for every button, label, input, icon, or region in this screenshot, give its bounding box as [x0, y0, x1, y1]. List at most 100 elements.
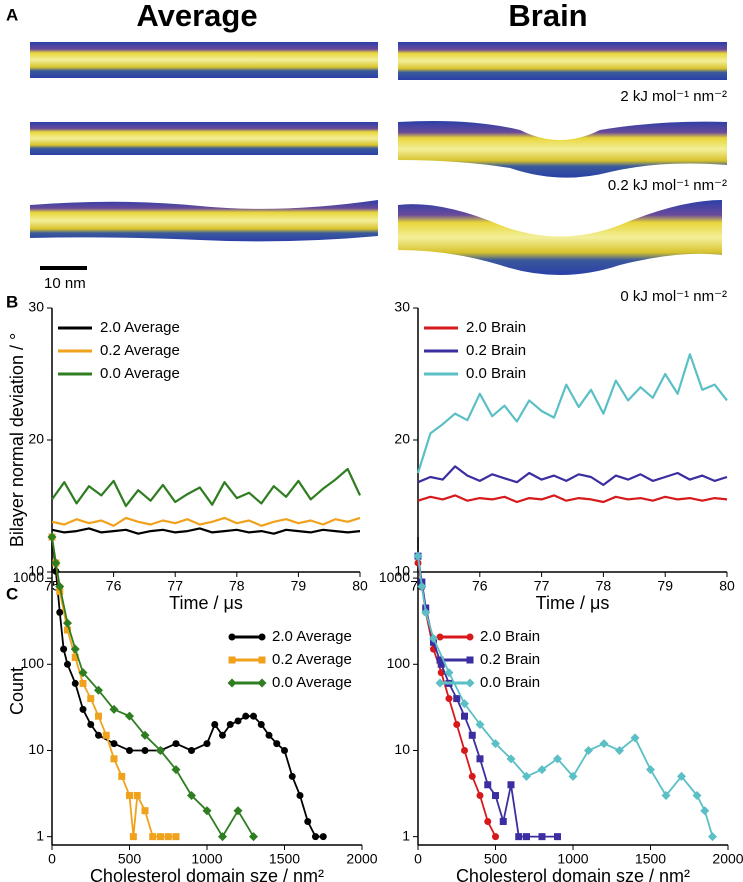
point: [554, 833, 561, 841]
condition-label: 2 kJ mol⁻¹ nm⁻²: [620, 88, 727, 105]
point: [140, 730, 150, 740]
point: [87, 695, 95, 703]
x-tick-label: 2000: [712, 851, 743, 867]
legend-marker: [465, 678, 475, 688]
legend-label: 2.0 Brain: [466, 319, 526, 336]
membrane: [30, 200, 378, 242]
point: [126, 746, 133, 754]
point: [507, 781, 515, 789]
point: [60, 645, 68, 653]
point: [156, 745, 165, 755]
point: [444, 668, 454, 678]
point: [492, 833, 499, 841]
y-tick-label: 10: [394, 741, 410, 757]
series-line: [51, 527, 361, 535]
point: [553, 754, 562, 764]
x-tick-label: 80: [719, 578, 735, 594]
point: [453, 721, 461, 729]
point: [56, 608, 64, 616]
point: [499, 817, 507, 825]
point: [171, 765, 181, 775]
point: [445, 695, 453, 703]
column-title: Brain: [508, 0, 587, 33]
panel-label: B: [6, 292, 18, 311]
y-axis-title: Bilayer normal deviation / °: [7, 333, 27, 547]
y-tick-label: 1: [36, 827, 44, 843]
point: [94, 685, 103, 695]
point: [515, 833, 523, 841]
condition-label: 0 kJ mol⁻¹ nm⁻²: [620, 288, 727, 305]
membrane: [398, 42, 727, 80]
series-line: [51, 467, 361, 508]
point: [453, 695, 461, 703]
legend-marker: [228, 633, 236, 641]
point: [47, 532, 57, 542]
point: [265, 731, 273, 739]
legend-marker: [258, 633, 266, 641]
point: [87, 721, 95, 729]
point: [461, 746, 468, 754]
point: [110, 755, 118, 763]
x-tick-label: 80: [352, 578, 368, 594]
y-tick-label: 30: [28, 299, 44, 315]
legend-label: 2.0 Average: [272, 628, 352, 645]
series-line: [416, 353, 728, 474]
point: [64, 626, 71, 634]
point: [133, 792, 141, 800]
point: [118, 772, 126, 780]
point: [233, 806, 243, 816]
point: [468, 731, 476, 739]
x-tick-label: 0: [48, 851, 56, 867]
x-tick-label: 76: [106, 578, 122, 594]
column-title: Average: [136, 0, 257, 33]
y-tick-label: 100: [21, 655, 45, 671]
legend-label: 0.2 Brain: [466, 342, 526, 359]
point: [484, 781, 492, 789]
point: [79, 705, 87, 713]
legend-marker: [435, 678, 445, 688]
point: [476, 755, 484, 763]
x-tick-label: 77: [167, 578, 183, 594]
point: [568, 771, 578, 781]
point: [250, 712, 257, 720]
point: [149, 833, 157, 841]
membranes: [30, 42, 727, 275]
point: [218, 832, 227, 842]
point: [126, 792, 133, 800]
point: [219, 731, 226, 739]
panel-label: C: [6, 584, 18, 603]
x-tick-label: 78: [596, 578, 612, 594]
point: [492, 792, 499, 800]
point: [125, 711, 134, 721]
y-tick-label: 10: [394, 563, 410, 579]
point: [708, 832, 717, 842]
point: [288, 772, 296, 780]
series-line: [417, 465, 728, 486]
x-tick-label: 500: [484, 851, 508, 867]
point: [234, 717, 242, 725]
point: [304, 817, 312, 825]
legend-marker: [436, 633, 444, 641]
point: [51, 558, 61, 568]
point: [172, 833, 180, 841]
point: [141, 807, 149, 815]
point: [417, 581, 427, 591]
legend-label: 0.0 Brain: [480, 674, 540, 691]
x-tick-label: 2000: [346, 851, 377, 867]
legend-marker: [228, 656, 236, 664]
x-tick-label: 76: [472, 578, 488, 594]
x-tick-label: 77: [534, 578, 550, 594]
point: [95, 731, 102, 739]
point: [421, 607, 431, 617]
point: [188, 746, 195, 754]
point: [413, 551, 423, 561]
point: [71, 653, 79, 661]
point: [95, 712, 102, 720]
x-tick-label: 79: [657, 578, 673, 594]
point: [476, 792, 484, 800]
point: [110, 740, 118, 748]
x-axis-title: Cholesterol domain sze / nm²: [90, 866, 324, 882]
condition-label: 0.2 kJ mol⁻¹ nm⁻²: [608, 177, 727, 194]
point: [226, 721, 234, 729]
